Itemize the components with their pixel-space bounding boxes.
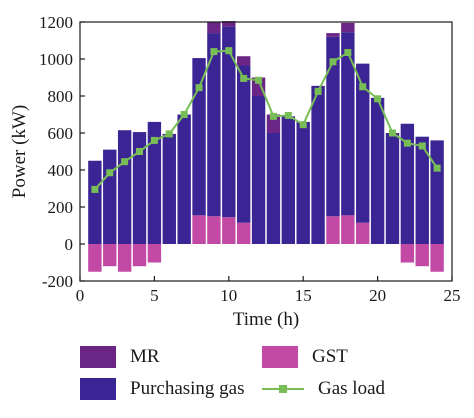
gas-load-point-18 xyxy=(344,49,352,57)
bar-gst-17 xyxy=(326,216,340,244)
gas-load-point-15 xyxy=(299,121,307,129)
bar-gst-1 xyxy=(88,244,102,272)
gas-load-point-3 xyxy=(121,158,129,166)
y-tick-label--200: -200 xyxy=(42,272,73,291)
bar-purchasing-gas-17 xyxy=(326,36,340,217)
gas-load-point-23 xyxy=(418,142,426,150)
bar-purchasing-gas-23 xyxy=(415,136,429,244)
bar-mr-17 xyxy=(326,33,340,37)
gas-load-point-20 xyxy=(374,95,382,103)
gas-load-point-21 xyxy=(388,129,396,137)
y-axis-label: Power (kW) xyxy=(9,105,30,198)
y-tick-label-200: 200 xyxy=(48,198,74,217)
x-tick-label-25: 25 xyxy=(444,286,461,305)
gas-load-point-5 xyxy=(150,136,158,144)
bar-purchasing-gas-19 xyxy=(356,63,370,223)
bar-purchasing-gas-1 xyxy=(88,160,102,244)
bar-purchasing-gas-14 xyxy=(281,116,296,244)
bar-gst-2 xyxy=(103,244,117,267)
bar-purchasing-gas-4 xyxy=(132,132,147,244)
x-tick-label-20: 20 xyxy=(369,286,386,305)
bar-purchasing-gas-10 xyxy=(222,26,236,218)
bar-mr-11 xyxy=(236,56,251,66)
x-tick-label-5: 5 xyxy=(150,286,159,305)
y-tick-label-400: 400 xyxy=(48,161,74,180)
gas-load-point-22 xyxy=(403,139,411,147)
bar-gst-11 xyxy=(236,222,251,244)
y-tick-label-600: 600 xyxy=(48,124,74,143)
y-tick-label-1000: 1000 xyxy=(39,50,73,69)
bar-gst-10 xyxy=(222,217,236,244)
bar-gst-5 xyxy=(147,244,162,263)
bar-purchasing-gas-2 xyxy=(103,149,117,244)
x-axis-label: Time (h) xyxy=(233,309,299,330)
y-tick-label-0: 0 xyxy=(65,235,74,254)
gas-load-point-10 xyxy=(225,47,233,55)
bar-gst-23 xyxy=(415,244,429,267)
bar-purchasing-gas-15 xyxy=(296,121,310,244)
bar-mr-9 xyxy=(207,22,221,34)
bar-purchasing-gas-20 xyxy=(370,97,385,244)
gas-load-layer xyxy=(91,47,441,193)
y-tick-label-800: 800 xyxy=(48,87,74,106)
bar-gst-24 xyxy=(430,244,444,272)
gas-load-point-14 xyxy=(284,111,292,119)
bar-purchasing-gas-22 xyxy=(400,123,415,244)
plot-frame xyxy=(79,21,453,282)
bar-purchasing-gas-8 xyxy=(192,58,206,216)
bar-purchasing-gas-5 xyxy=(147,121,162,244)
bar-purchasing-gas-13 xyxy=(266,133,281,244)
bar-gst-4 xyxy=(132,244,147,267)
bar-gst-22 xyxy=(400,244,415,263)
bar-purchasing-gas-16 xyxy=(311,85,325,244)
bar-purchasing-gas-24 xyxy=(430,140,444,244)
bar-purchasing-gas-21 xyxy=(385,133,400,244)
bars-layer xyxy=(88,21,444,272)
gas-load-point-11 xyxy=(240,74,248,82)
bar-purchasing-gas-12 xyxy=(251,96,266,244)
x-tick-label-0: 0 xyxy=(76,286,85,305)
y-tick-label-1200: 1200 xyxy=(39,13,73,32)
bar-mr-10 xyxy=(222,21,236,27)
bar-purchasing-gas-11 xyxy=(236,65,251,223)
gas-load-point-1 xyxy=(91,185,99,193)
gas-load-point-16 xyxy=(314,87,322,95)
bar-purchasing-gas-3 xyxy=(117,130,132,244)
gas-load-point-24 xyxy=(433,164,441,172)
gas-load-point-19 xyxy=(359,83,367,91)
gas-load-point-7 xyxy=(180,111,188,118)
x-tick-label-10: 10 xyxy=(220,286,237,305)
bar-gst-19 xyxy=(356,222,370,244)
gas-load-point-6 xyxy=(165,130,173,138)
gas-load-point-2 xyxy=(106,169,114,177)
gas-load-point-4 xyxy=(136,148,144,155)
bar-purchasing-gas-9 xyxy=(207,33,221,217)
gas-load-point-13 xyxy=(269,112,277,120)
bar-gst-8 xyxy=(192,215,206,244)
bar-purchasing-gas-7 xyxy=(177,114,191,244)
gas-load-point-8 xyxy=(195,84,203,92)
gas-load-point-9 xyxy=(210,48,218,56)
bar-gst-18 xyxy=(341,215,355,244)
bar-purchasing-gas-18 xyxy=(341,32,355,216)
bar-gst-9 xyxy=(207,216,221,244)
bar-mr-18 xyxy=(341,22,355,33)
gas-load-point-17 xyxy=(329,58,337,66)
bar-gst-3 xyxy=(117,244,132,272)
bar-purchasing-gas-6 xyxy=(162,133,176,244)
x-tick-label-15: 15 xyxy=(295,286,312,305)
gas-load-point-12 xyxy=(255,76,263,84)
